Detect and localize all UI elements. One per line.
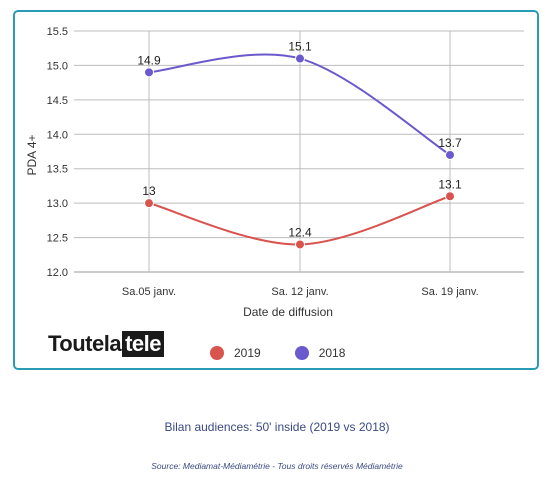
toutelatele-logo: Toutela tele	[48, 331, 165, 357]
x-tick-label: Sa. 12 janv.	[271, 286, 328, 298]
y-tick-label: 13.5	[47, 164, 68, 176]
y-tick-label: 12.5	[47, 233, 68, 245]
data-point-2019[interactable]	[144, 198, 154, 209]
chart-card	[13, 10, 539, 370]
y-tick-label: 14.5	[47, 95, 68, 107]
x-axis-label: Date de diffusion	[243, 305, 333, 319]
chart-caption: Bilan audiences: 50' inside (2019 vs 201…	[164, 420, 390, 434]
chart-legend: 2019 2018	[210, 346, 379, 360]
line-chart: 12.0 12.5 13.0 13.5 14.0 14.5 15.0 15.5 Sa.05 j…	[25, 26, 524, 319]
legend-label-2018: 2018	[318, 346, 346, 360]
data-label-2018: 14.9	[137, 53, 161, 67]
y-tick-label: 15.5	[47, 26, 68, 38]
legend-item-2019[interactable]: 2019	[210, 346, 261, 360]
data-label-2018: 15.1	[288, 40, 312, 54]
x-tick-label: Sa. 19 janv.	[421, 286, 478, 298]
source-note: Source: Mediamat-Médiamétrie - Tous droi…	[151, 461, 403, 471]
y-axis-label: PDA 4+	[25, 134, 39, 175]
y-tick-label: 14.0	[47, 129, 68, 141]
data-point-2018[interactable]	[295, 53, 305, 64]
data-label-2018: 13.7	[438, 136, 462, 150]
legend-label-2019: 2019	[234, 346, 261, 360]
logo-text-part2: tele	[122, 331, 165, 357]
data-label-2019: 12.4	[288, 225, 312, 239]
y-tick-label: 13.0	[47, 198, 68, 210]
data-point-2019[interactable]	[295, 239, 305, 250]
data-label-2019: 13	[142, 184, 156, 198]
y-axis-ticks: 12.0 12.5 13.0 13.5 14.0 14.5 15.0 15.5	[47, 26, 68, 279]
data-point-2018[interactable]	[144, 67, 154, 78]
data-point-2018[interactable]	[445, 149, 455, 160]
legend-swatch-2019	[210, 346, 224, 360]
legend-item-2018[interactable]: 2018	[294, 346, 346, 360]
y-tick-label: 12.0	[47, 267, 68, 279]
x-axis-ticks: Sa.05 janv. Sa. 12 janv. Sa. 19 janv.	[122, 286, 479, 298]
series-group: 13 12.4 13.1 14.9 15.1 13.7	[137, 40, 462, 250]
logo-text-part1: Toutela	[48, 331, 122, 356]
data-label-2019: 13.1	[438, 177, 462, 191]
y-tick-label: 15.0	[47, 60, 68, 72]
x-tick-label: Sa.05 janv.	[122, 286, 176, 298]
legend-swatch-2018	[294, 346, 309, 360]
data-point-2019[interactable]	[445, 191, 455, 202]
